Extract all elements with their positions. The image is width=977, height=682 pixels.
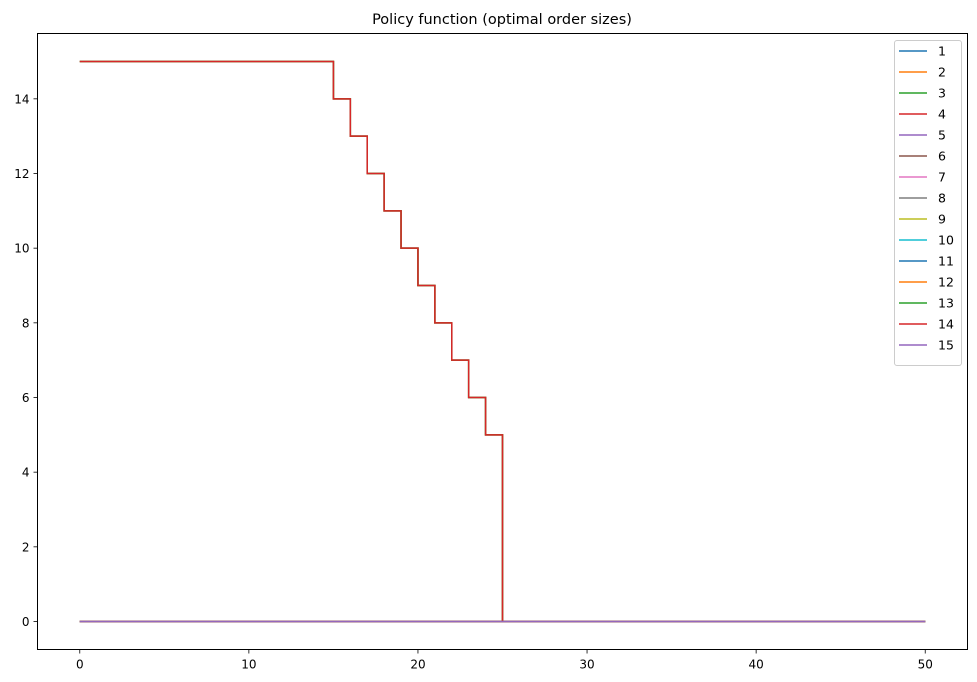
x-tick-label: 50	[918, 658, 933, 672]
legend-label-10: 10	[938, 233, 954, 248]
legend-label-14: 14	[938, 317, 954, 332]
x-tick-label: 0	[76, 658, 84, 672]
legend-label-4: 4	[938, 107, 946, 122]
y-tick-label: 14	[14, 92, 29, 106]
y-tick-label: 8	[22, 316, 30, 330]
legend-label-3: 3	[938, 86, 946, 101]
legend-label-12: 12	[938, 275, 954, 290]
axes-frame	[37, 33, 968, 650]
chart-title: Policy function (optimal order sizes)	[372, 12, 632, 28]
legend-frame	[894, 40, 962, 366]
y-tick-label: 0	[22, 615, 30, 629]
y-tick-label: 4	[22, 466, 30, 480]
legend-label-6: 6	[938, 149, 946, 164]
x-tick-label: 40	[748, 658, 763, 672]
x-tick-label: 30	[579, 658, 594, 672]
legend-label-13: 13	[938, 296, 954, 311]
legend-label-7: 7	[938, 170, 946, 185]
y-tick-label: 10	[14, 242, 29, 256]
x-tick-label: 20	[410, 658, 425, 672]
series-line-4	[79, 60, 926, 623]
x-tick-label: 10	[241, 658, 256, 672]
legend-label-15: 15	[938, 338, 954, 353]
legend-label-2: 2	[938, 65, 946, 80]
legend-label-11: 11	[938, 254, 954, 269]
legend-label-9: 9	[938, 212, 946, 227]
y-tick-label: 2	[22, 540, 30, 554]
y-tick-label: 6	[22, 391, 30, 405]
legend-label-1: 1	[938, 44, 946, 59]
axis-ticks: 0 10 20 30 40 50 0 2 4 6 8 10 12 14	[14, 92, 933, 671]
y-tick-label: 12	[14, 167, 29, 181]
legend-label-8: 8	[938, 191, 946, 206]
legend-label-5: 5	[938, 128, 946, 143]
plot-lines	[79, 60, 926, 623]
